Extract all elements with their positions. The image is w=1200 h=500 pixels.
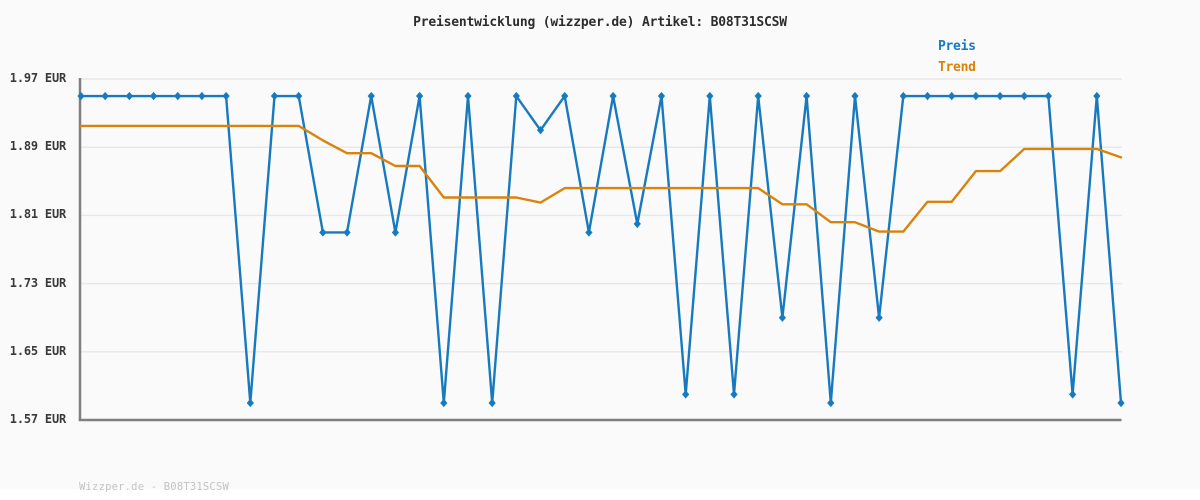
price-marker [1044, 91, 1053, 101]
price-marker [682, 390, 690, 399]
price-marker [1069, 390, 1077, 399]
price-marker [198, 91, 206, 101]
price-marker [416, 91, 424, 101]
price-marker [633, 219, 641, 229]
price-marker [464, 91, 472, 101]
price-marker [972, 91, 980, 101]
price-marker [1117, 398, 1125, 408]
y-tick-label: 1.73 EUR [9, 275, 66, 290]
price-marker [585, 228, 593, 237]
price-marker [754, 91, 762, 101]
y-tick-label: 1.89 EUR [9, 139, 66, 154]
price-marker [270, 91, 279, 101]
price-line [79, 94, 1123, 405]
price-marker [488, 398, 496, 408]
price-marker [657, 91, 666, 101]
price-marker [391, 228, 400, 237]
price-marker [923, 91, 932, 101]
price-marker [77, 91, 85, 101]
trend-line [79, 124, 1123, 233]
watermark-text: Wizzper.de - B08T31SCSW [79, 481, 229, 493]
price-marker [875, 313, 883, 322]
price-marker [149, 91, 158, 101]
price-marker [295, 91, 303, 101]
price-marker [512, 91, 520, 101]
y-tick-label: 1.65 EUR [9, 343, 66, 358]
price-marker [778, 313, 786, 322]
price-marker [899, 91, 907, 101]
price-marker [706, 91, 714, 101]
price-marker [440, 398, 448, 408]
price-marker [101, 91, 109, 101]
price-marker [827, 398, 835, 408]
price-marker [246, 398, 254, 408]
price-marker [222, 91, 230, 101]
y-tick-label: 1.97 EUR [9, 71, 66, 85]
price-marker [536, 125, 545, 135]
price-marker [730, 390, 738, 399]
y-tick-label: 1.57 EUR [9, 412, 66, 426]
price-marker [609, 91, 617, 101]
price-marker [174, 91, 182, 101]
price-marker [367, 91, 375, 101]
price-marker [1093, 91, 1101, 101]
legend-item-preis: Preis [938, 39, 976, 54]
price-marker [802, 91, 811, 101]
price-marker [561, 91, 569, 101]
footer-bar [0, 489, 1200, 500]
y-tick-label: 1.81 EUR [9, 207, 66, 222]
chart-title: Preisentwicklung (wizzper.de) Artikel: B… [413, 15, 787, 30]
price-marker [851, 91, 859, 101]
price-marker [319, 228, 327, 237]
price-marker [343, 228, 351, 237]
price-marker [125, 91, 133, 101]
legend-item-trend: Trend [938, 60, 976, 75]
price-marker [1020, 91, 1028, 101]
price-marker [996, 91, 1004, 101]
price-marker [948, 91, 956, 101]
